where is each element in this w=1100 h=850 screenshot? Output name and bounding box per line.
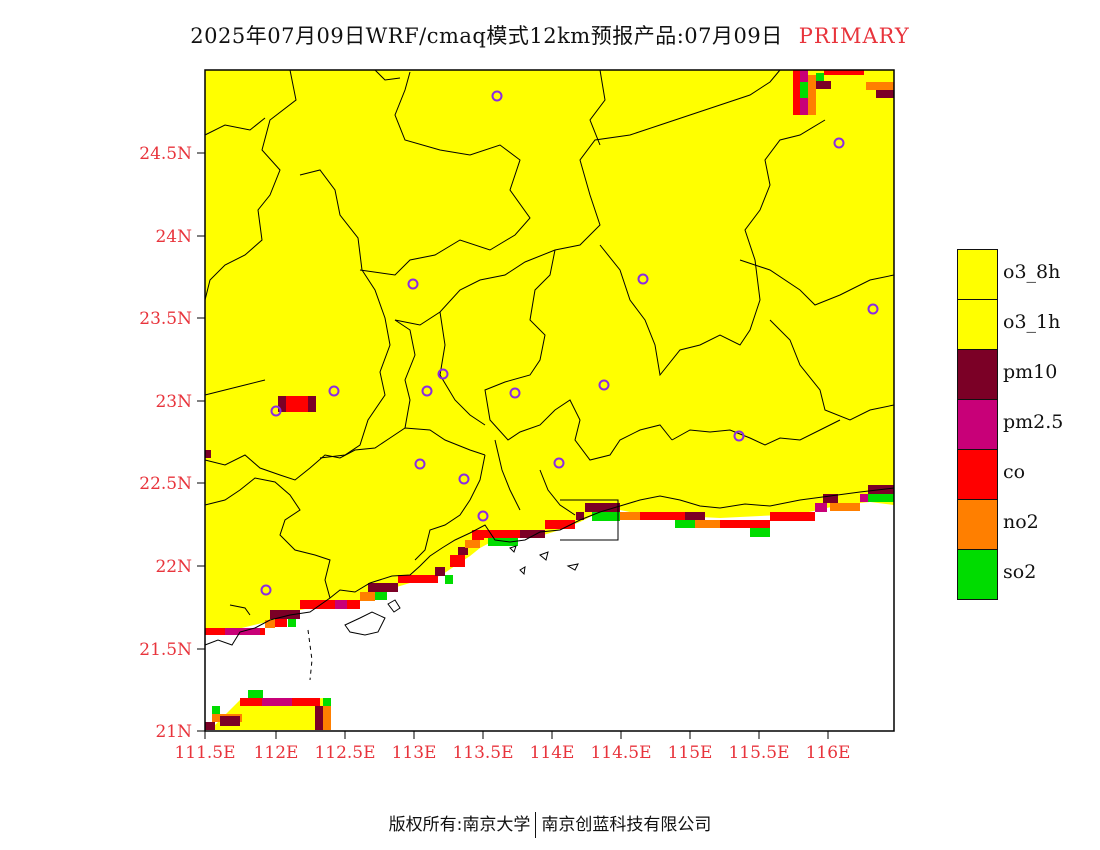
city-marker (867, 303, 879, 315)
coastline (204, 487, 895, 646)
y-tick-label: 22N (155, 557, 192, 577)
y-tick-label: 24.5N (139, 144, 192, 164)
land-area (205, 70, 894, 634)
primary-tag: PRIMARY (798, 24, 910, 48)
legend-label: pm2.5 (1003, 411, 1064, 433)
copyright-company: 南京创蓝科技有限公司 (541, 815, 712, 835)
footer-divider (535, 812, 537, 838)
city-marker (407, 278, 419, 290)
y-tick-label: 22.5N (139, 474, 192, 494)
copyright-footer: 版权所有:南京大学 南京创蓝科技有限公司 (0, 810, 1100, 838)
x-tick-label: 115E (668, 743, 713, 763)
legend-label: co (1003, 461, 1026, 483)
city-marker (509, 387, 521, 399)
title-text: 2025年07月09日WRF/cmaq模式12km预报产品:07月09日 (190, 24, 783, 48)
legend-label: pm10 (1003, 361, 1058, 383)
x-tick-label: 114.5E (590, 743, 651, 763)
city-marker (437, 368, 449, 380)
city-marker (637, 273, 649, 285)
city-marker (270, 405, 282, 417)
x-tick-label: 113E (392, 743, 437, 763)
y-tick-label: 24N (155, 227, 192, 247)
y-tick-label: 23N (155, 392, 192, 412)
legend-label: o3_8h (1003, 261, 1061, 283)
y-tick-label: 23.5N (139, 309, 192, 329)
legend-swatch (957, 449, 998, 500)
x-tick-label: 116E (806, 743, 851, 763)
city-marker (833, 137, 845, 149)
city-marker (477, 510, 489, 522)
legend-swatch (957, 349, 998, 400)
legend-swatch (957, 549, 998, 600)
city-marker (260, 584, 272, 596)
city-marker (553, 457, 565, 469)
x-tick-label: 112E (254, 743, 299, 763)
legend-swatch (957, 299, 998, 350)
y-axis: 24.5N 24N 23.5N 23N 22.5N 22N 21.5N 21N (139, 144, 205, 742)
x-tick-label: 114E (530, 743, 575, 763)
primary-pollutant-cells (205, 70, 894, 730)
legend-swatch (957, 249, 998, 300)
city-marker (458, 473, 470, 485)
x-tick-label: 115.5E (728, 743, 789, 763)
x-tick-label: 112.5E (314, 743, 375, 763)
admin-boundaries (204, 69, 895, 599)
city-marker (491, 90, 503, 102)
legend-label: so2 (1003, 561, 1037, 583)
copyright-owner: 版权所有:南京大学 (388, 815, 531, 835)
city-marker (414, 458, 426, 470)
city-marker (421, 385, 433, 397)
y-tick-label: 21N (155, 722, 192, 742)
map-title: 2025年07月09日WRF/cmaq模式12km预报产品:07月09日 PRIM… (0, 20, 1100, 50)
x-tick-label: 111.5E (174, 743, 235, 763)
coastal-islands (229, 545, 579, 681)
x-axis: 111.5E 112E 112.5E 113E 113.5E 114E 114.… (174, 731, 850, 763)
x-tick-label: 113.5E (452, 743, 513, 763)
city-marker (598, 379, 610, 391)
city-marker (328, 385, 340, 397)
city-markers (260, 90, 879, 596)
legend-label: no2 (1003, 511, 1039, 533)
legend-label: o3_1h (1003, 311, 1061, 333)
legend-swatch (957, 499, 998, 550)
legend-swatch (957, 399, 998, 450)
y-tick-label: 21.5N (139, 640, 192, 660)
city-marker (733, 430, 745, 442)
